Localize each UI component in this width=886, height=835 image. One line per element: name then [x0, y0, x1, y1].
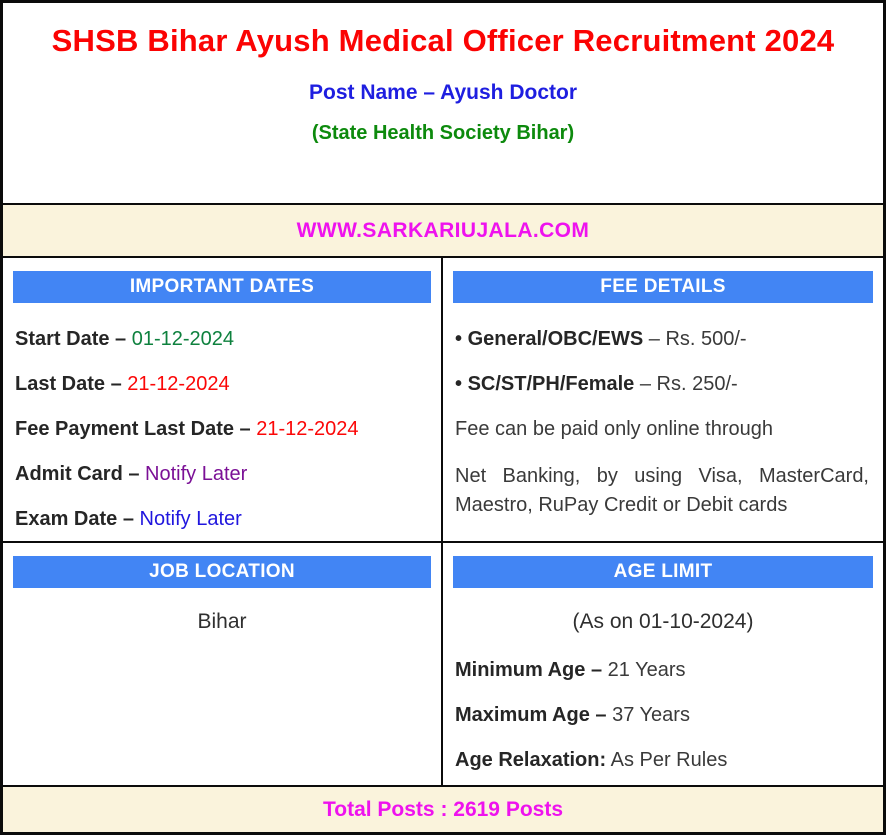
- separator: –: [128, 463, 140, 485]
- age-limit-heading: AGE LIMIT: [453, 556, 873, 588]
- age-label: Age Relaxation:: [455, 749, 607, 771]
- job-location-value: Bihar: [197, 610, 247, 633]
- fee-label: SC/ST/PH/Female: [467, 373, 635, 395]
- separator: –: [122, 508, 134, 530]
- fee-details-heading: FEE DETAILS: [453, 271, 873, 303]
- post-name: Post Name – Ayush Doctor: [308, 80, 577, 104]
- separator: –: [115, 328, 127, 350]
- fee-note: Fee can be paid only online through: [455, 418, 774, 440]
- bullet-icon: •: [455, 373, 463, 395]
- fee-value: Rs. 250/-: [656, 373, 738, 395]
- fee-item: • SC/ST/PH/Female – Rs. 250/-: [455, 374, 869, 395]
- age-limit-list: Minimum Age – 21 Years Maximum Age – 37 …: [443, 634, 883, 771]
- date-label: Admit Card: [15, 463, 123, 485]
- notice-header: SHSB Bihar Ayush Medical Officer Recruit…: [3, 3, 883, 203]
- separator: –: [590, 659, 603, 681]
- age-value: 37 Years: [612, 704, 690, 726]
- fee-value: Rs. 500/-: [665, 328, 747, 350]
- website-banner: WWW.SARKARIUJALA.COM: [3, 203, 883, 258]
- date-value: Notify Later: [139, 508, 242, 530]
- date-value: 21-12-2024: [256, 418, 359, 440]
- date-item: Exam Date – Notify Later: [15, 509, 427, 530]
- fee-details-list: • General/OBC/EWS – Rs. 500/- • SC/ST/PH…: [443, 303, 883, 520]
- age-value: As Per Rules: [610, 749, 728, 771]
- total-posts-value: Total Posts : 2619 Posts: [322, 797, 564, 821]
- website-url: WWW.SARKARIUJALA.COM: [296, 218, 590, 242]
- date-label: Last Date: [15, 373, 106, 395]
- age-label: Minimum Age: [455, 659, 586, 681]
- age-item: Maximum Age – 37 Years: [455, 705, 869, 726]
- date-value: 01-12-2024: [131, 328, 235, 350]
- separator: –: [239, 418, 251, 440]
- age-label: Maximum Age: [455, 704, 590, 726]
- job-location-heading: JOB LOCATION: [13, 556, 431, 588]
- date-label: Fee Payment Last Date: [15, 418, 234, 440]
- date-value: 21-12-2024: [127, 373, 230, 395]
- date-label: Exam Date: [15, 508, 118, 530]
- separator: –: [639, 373, 651, 395]
- row-dates-fees: IMPORTANT DATES Start Date – 01-12-2024 …: [3, 258, 883, 541]
- age-item: Age Relaxation: As Per Rules: [455, 750, 869, 771]
- fee-details-section: FEE DETAILS • General/OBC/EWS – Rs. 500/…: [443, 258, 883, 541]
- important-dates-list: Start Date – 01-12-2024 Last Date – 21-1…: [3, 303, 441, 530]
- total-posts-banner: Total Posts : 2619 Posts: [3, 785, 883, 832]
- date-item: Start Date – 01-12-2024: [15, 329, 427, 350]
- age-limit-section: AGE LIMIT (As on 01-10-2024) Minimum Age…: [443, 543, 883, 785]
- date-value: Notify Later: [145, 463, 248, 485]
- fee-payment-methods: Net Banking, by using Visa, MasterCard, …: [455, 465, 869, 516]
- date-item: Last Date – 21-12-2024: [15, 374, 427, 395]
- bullet-icon: •: [455, 328, 463, 350]
- date-item: Fee Payment Last Date – 21-12-2024: [15, 419, 427, 440]
- date-label: Start Date: [15, 328, 110, 350]
- age-value: 21 Years: [607, 659, 686, 681]
- separator: –: [648, 328, 660, 350]
- fee-label: General/OBC/EWS: [467, 328, 644, 350]
- important-dates-section: IMPORTANT DATES Start Date – 01-12-2024 …: [3, 258, 443, 541]
- organization-name: (State Health Society Bihar): [311, 121, 575, 144]
- date-item: Admit Card – Notify Later: [15, 464, 427, 485]
- row-location-age: JOB LOCATION Bihar AGE LIMIT (As on 01-1…: [3, 541, 883, 785]
- fee-item: • General/OBC/EWS – Rs. 500/-: [455, 329, 869, 350]
- age-as-on-date: (As on 01-10-2024): [572, 610, 754, 633]
- page-title: SHSB Bihar Ayush Medical Officer Recruit…: [51, 23, 835, 58]
- important-dates-heading: IMPORTANT DATES: [13, 271, 431, 303]
- job-location-section: JOB LOCATION Bihar: [3, 543, 443, 785]
- age-item: Minimum Age – 21 Years: [455, 660, 869, 681]
- separator: –: [595, 704, 607, 726]
- separator: –: [110, 373, 122, 395]
